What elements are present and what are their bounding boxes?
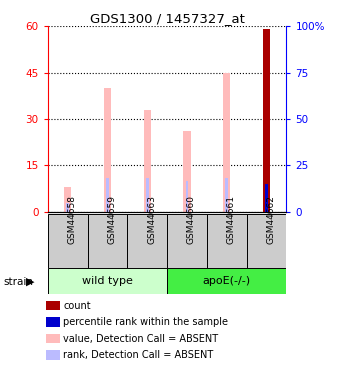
Bar (207, 214, 247, 268)
Text: GSM44660: GSM44660 (187, 195, 196, 244)
Bar (64, 187, 71, 212)
Bar (183, 132, 191, 212)
Bar (167, 268, 286, 294)
Text: count: count (63, 301, 91, 310)
Bar (146, 178, 149, 212)
Bar (186, 181, 188, 212)
Text: GSM44661: GSM44661 (227, 195, 236, 244)
Text: GSM44658: GSM44658 (68, 195, 77, 244)
Bar (265, 184, 268, 212)
Text: ▶: ▶ (26, 277, 34, 287)
Bar (144, 110, 151, 212)
Bar (167, 214, 207, 268)
Text: GSM44662: GSM44662 (267, 195, 276, 244)
Bar (104, 88, 111, 212)
Text: apoE(-/-): apoE(-/-) (203, 276, 251, 286)
Bar (263, 29, 270, 212)
Text: strain: strain (3, 277, 33, 287)
Text: GSM44663: GSM44663 (147, 195, 156, 244)
Text: value, Detection Call = ABSENT: value, Detection Call = ABSENT (63, 334, 218, 344)
Text: GSM44659: GSM44659 (107, 195, 116, 244)
Bar (48, 214, 88, 268)
Bar (48, 268, 167, 294)
Bar (247, 214, 286, 268)
Text: wild type: wild type (82, 276, 133, 286)
Title: GDS1300 / 1457327_at: GDS1300 / 1457327_at (90, 12, 244, 25)
Bar (223, 73, 231, 212)
Bar (225, 178, 228, 212)
Bar (127, 214, 167, 268)
Text: rank, Detection Call = ABSENT: rank, Detection Call = ABSENT (63, 350, 213, 360)
Bar (106, 178, 109, 212)
Bar (88, 214, 127, 268)
Bar (66, 202, 69, 212)
Text: percentile rank within the sample: percentile rank within the sample (63, 317, 228, 327)
